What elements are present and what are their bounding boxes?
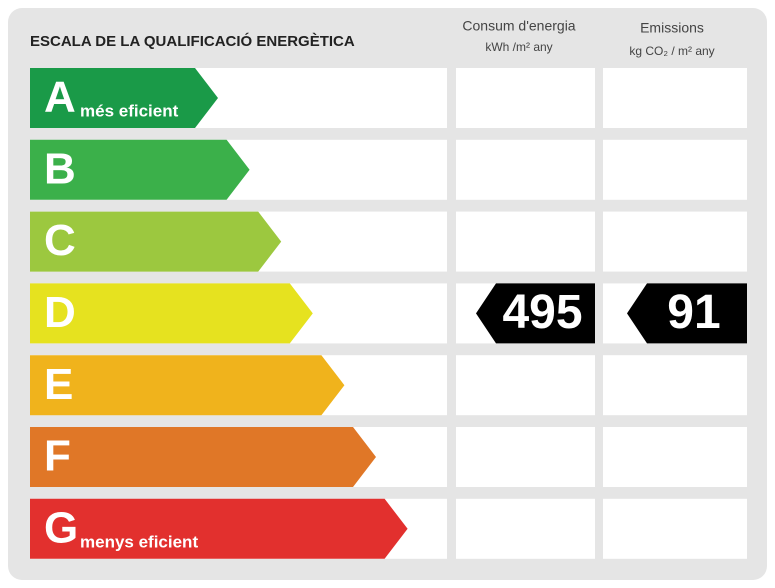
column-title: Emissions (640, 20, 704, 36)
cell (456, 211, 595, 272)
rating-arrow (30, 211, 282, 272)
rating-arrow (30, 283, 313, 344)
result-arrow (476, 283, 595, 344)
rating-letter: D (44, 288, 76, 337)
rating-letter: G (44, 503, 78, 552)
cell (456, 68, 595, 128)
rating-arrow (30, 355, 345, 416)
rating-letter: E (44, 360, 73, 409)
rating-label: menys eficient (80, 532, 198, 551)
cell (603, 355, 747, 416)
rating-letter: B (44, 144, 76, 193)
rating-arrow (30, 68, 218, 128)
cell (603, 211, 747, 272)
rating-letter: C (44, 216, 76, 265)
cell (456, 139, 595, 200)
cell (456, 355, 595, 416)
column-title: Consum d'energia (462, 18, 575, 34)
result-value: 495 (502, 286, 582, 339)
column-unit: kg CO₂ / m² any (629, 44, 714, 58)
cell (603, 427, 747, 487)
title: ESCALA DE LA QUALIFICACIÓ ENERGÈTICA (30, 32, 355, 50)
cell (456, 427, 595, 487)
cell (603, 139, 747, 200)
rating-letter: A (44, 73, 76, 122)
cell (456, 498, 595, 559)
rating-letter: F (44, 432, 71, 481)
cell (603, 498, 747, 559)
column-unit: kWh /m² any (485, 40, 552, 54)
cell (603, 68, 747, 128)
rating-arrow (30, 498, 408, 559)
rating-label: més eficient (80, 101, 179, 120)
rating-arrow (30, 427, 376, 487)
result-value: 91 (667, 286, 720, 339)
rating-arrow (30, 139, 250, 200)
result-arrow (627, 283, 747, 344)
